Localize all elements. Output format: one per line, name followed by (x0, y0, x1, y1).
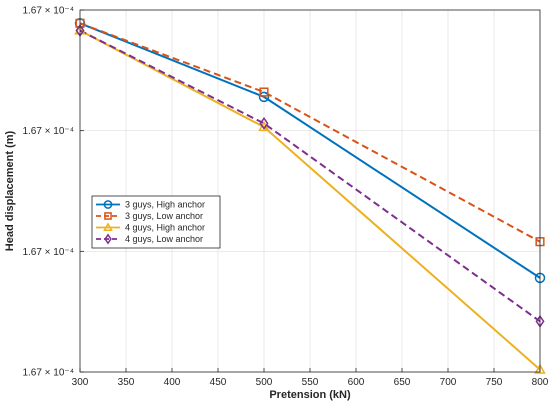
x-tick-label: 750 (486, 377, 503, 388)
x-tick-label: 700 (440, 377, 457, 388)
x-tick-label: 350 (118, 377, 135, 388)
legend-marker-3 (103, 222, 113, 231)
legend-label-3: 4 guys, High anchor (125, 223, 205, 233)
legend-marker-4 (104, 233, 112, 245)
y-axis-label: Head displacement (m) (4, 130, 16, 251)
series-lines (79, 22, 541, 371)
y-tick-label: 1.67 × 10⁻⁴ (22, 126, 74, 137)
legend-marker-1 (103, 200, 113, 209)
data-point-series-2 (259, 87, 269, 97)
y-tick-label: 1.67 × 10⁻⁴ (22, 247, 74, 258)
x-tick-label: 500 (256, 377, 273, 388)
series-line-3 (79, 29, 541, 371)
x-axis-label: Pretension (kN) (269, 389, 351, 401)
x-tick-label: 800 (532, 377, 549, 388)
legend-label-2: 3 guys, Low anchor (125, 211, 203, 221)
x-tick-label: 650 (394, 377, 411, 388)
x-tick-label: 450 (210, 377, 227, 388)
series-line-4 (79, 29, 541, 323)
data-point-series-3 (534, 363, 546, 374)
legend-label-1: 3 guys, High anchor (125, 200, 205, 210)
x-tick-label: 550 (302, 377, 319, 388)
data-point-series-4 (259, 116, 269, 130)
data-point-series-1 (258, 91, 270, 103)
y-axis-ticks: 1.67 × 10⁻⁴ 1.67 × 10⁻⁴ 1.67 × 10⁻⁴ 1.67 × … (22, 6, 84, 379)
x-tick-label: 400 (164, 377, 181, 388)
legend-label-4: 4 guys, Low anchor (125, 234, 203, 244)
series-line-1 (79, 22, 541, 279)
y-tick-label: 1.67 × 10⁻⁴ (22, 368, 74, 379)
plot-frame (79, 9, 541, 373)
x-axis-ticks: 300 350 400 450 500 550 600 650 700 750 800 (72, 368, 549, 388)
x-tick-label: 600 (348, 377, 365, 388)
x-tick-label: 300 (72, 377, 89, 388)
y-tick-label: 1.67 × 10⁻⁴ (22, 6, 74, 17)
legend-marker-2 (104, 212, 112, 220)
